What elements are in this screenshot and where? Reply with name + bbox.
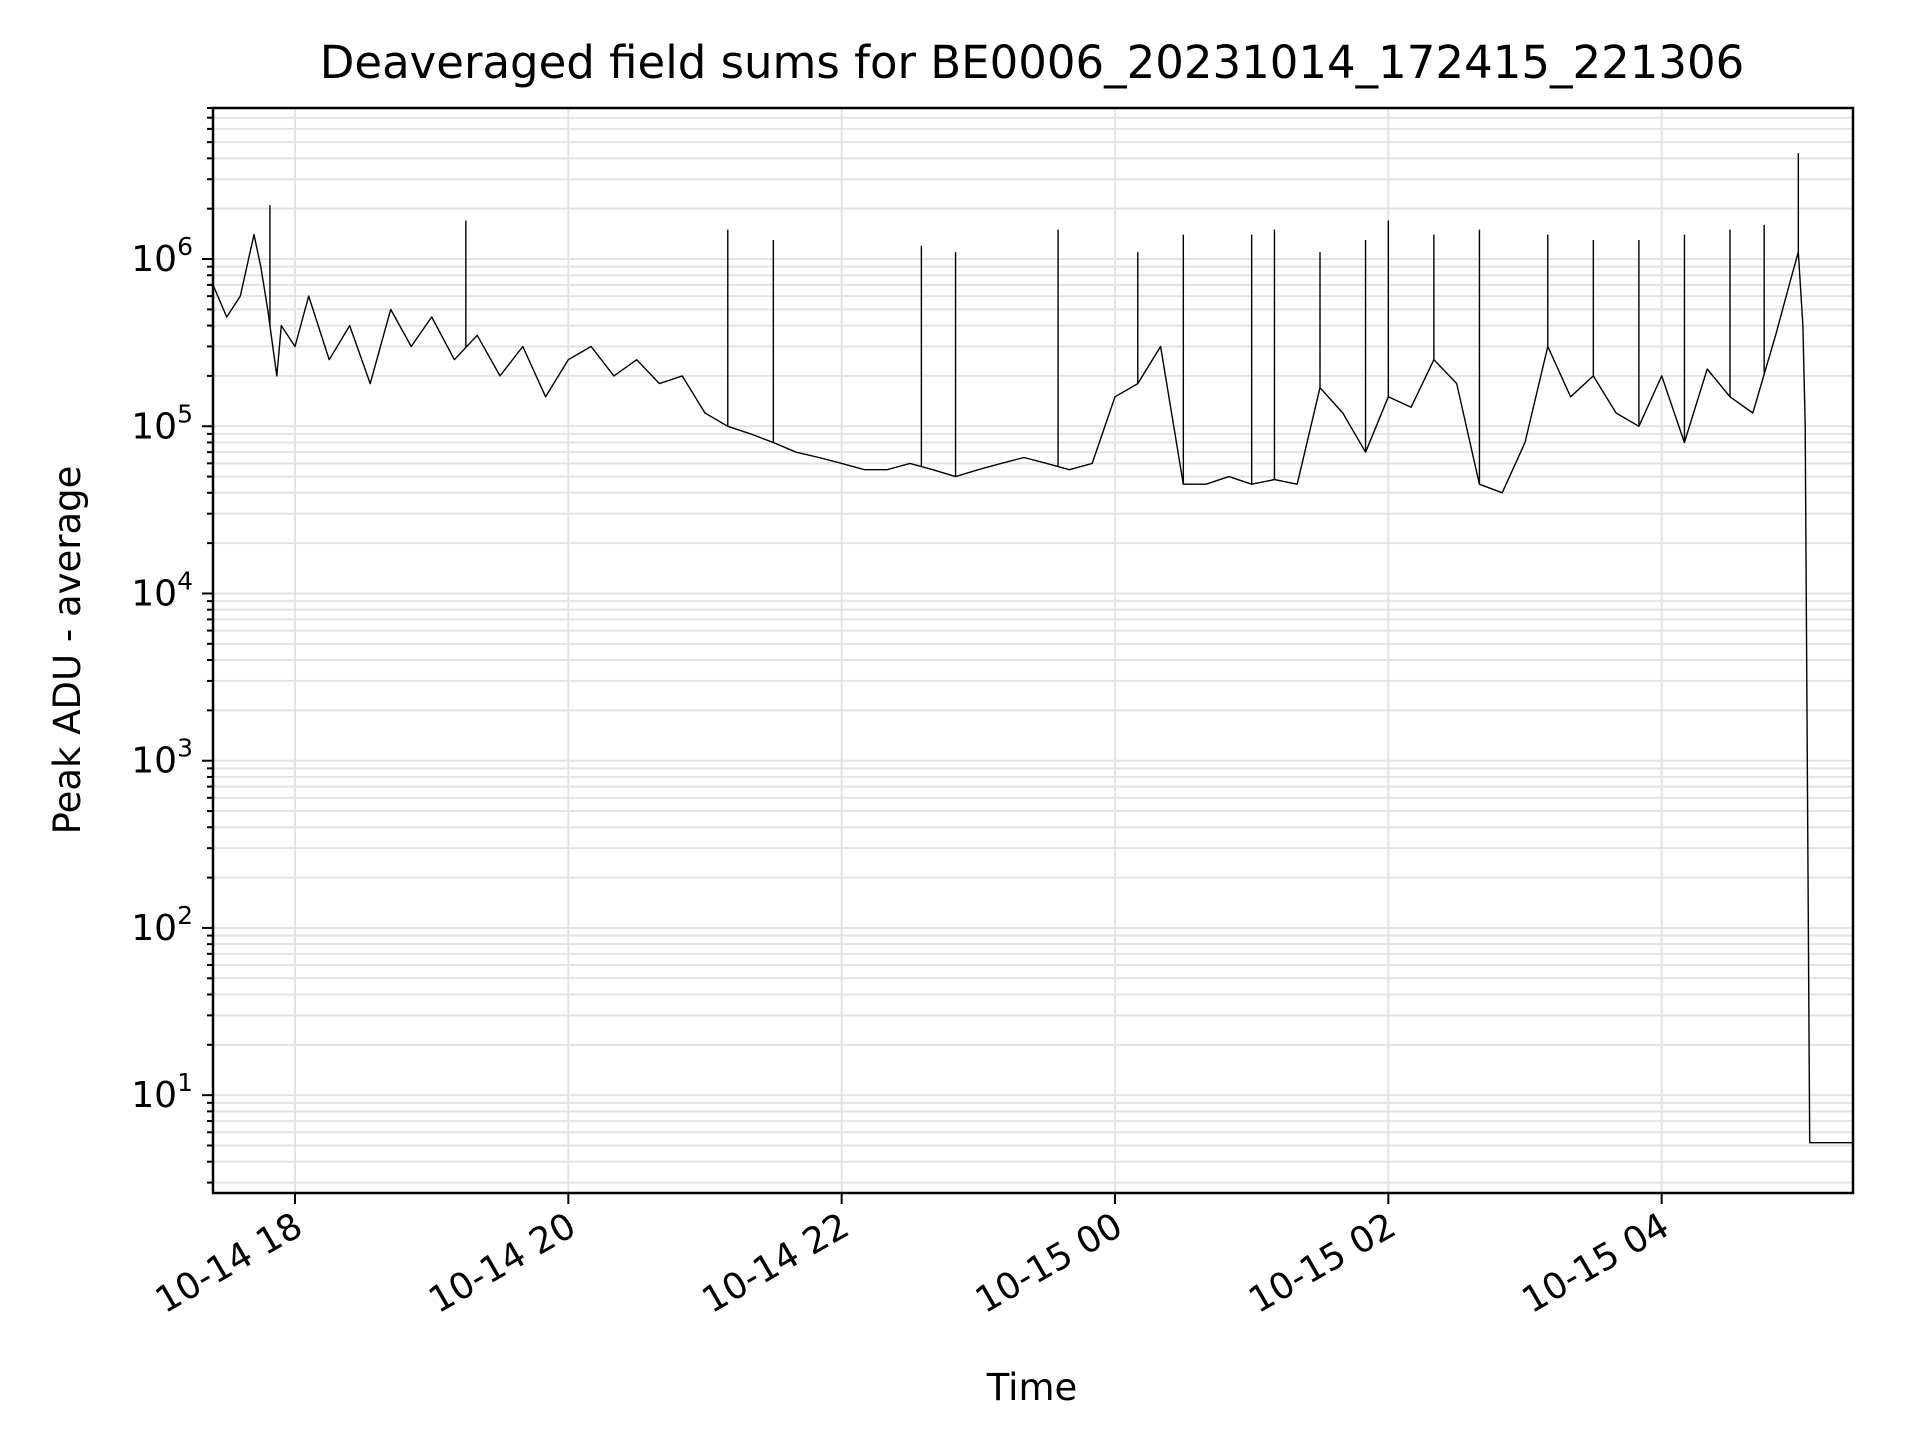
x-axis-label: Time <box>986 1366 1078 1409</box>
series-layer <box>212 153 1853 1144</box>
x-tick-label: 10-14 22 <box>695 1205 856 1321</box>
axis-ticks: 101 102 103 104 105 106 10-14 18 10-14 20 10-14 … <box>131 107 1676 1322</box>
plot-frame <box>211 106 1855 1195</box>
grid <box>213 107 1853 1193</box>
x-tick-label: 10-15 00 <box>969 1205 1130 1321</box>
y-tick-label: 103 <box>131 734 193 782</box>
y-tick-label: 106 <box>131 232 193 280</box>
y-tick-label: 101 <box>131 1068 193 1116</box>
x-tick-label: 10-15 02 <box>1242 1205 1403 1321</box>
y-tick-label: 104 <box>131 566 193 614</box>
y-tick-label: 102 <box>131 901 193 949</box>
y-axis-label: Peak ADU - average <box>46 466 89 835</box>
series-line <box>212 233 1853 1144</box>
y-tick-label: 105 <box>131 399 193 447</box>
chart-title: Deaveraged field sums for BE0006_2023101… <box>320 36 1745 89</box>
x-tick-label: 10-15 04 <box>1515 1205 1676 1321</box>
x-tick-label: 10-14 20 <box>422 1205 583 1321</box>
x-tick-label: 10-14 18 <box>149 1205 310 1321</box>
